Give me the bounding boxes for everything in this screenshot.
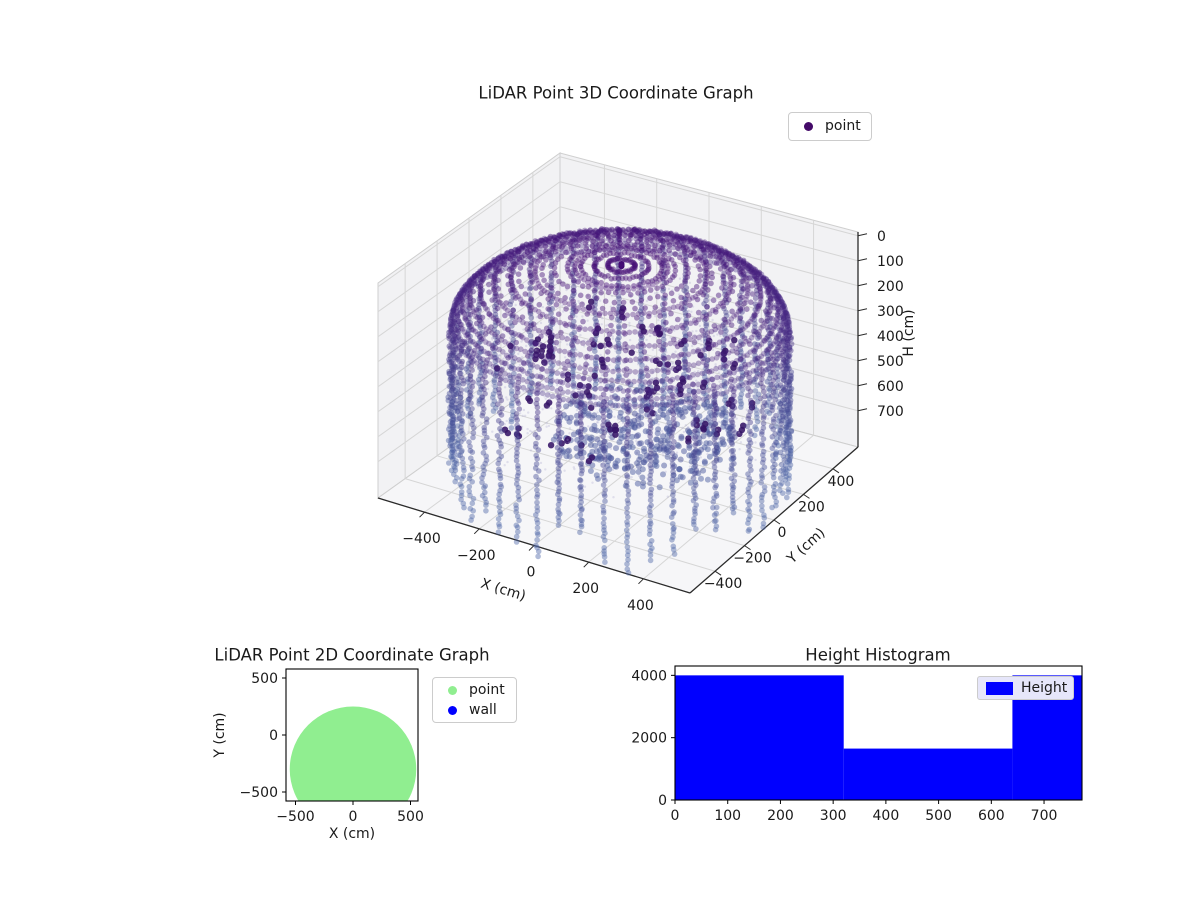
svg-text:700: 700	[877, 404, 904, 420]
plot3d-grid	[377, 156, 859, 580]
plot2d-legend: point wall	[432, 677, 517, 723]
svg-text:400: 400	[877, 329, 904, 345]
svg-text:−400: −400	[402, 531, 440, 547]
wall-marker-icon	[448, 705, 457, 715]
hist-title: Height Histogram	[805, 645, 951, 665]
svg-text:−200: −200	[457, 548, 495, 564]
svg-text:Y (cm): Y (cm)	[783, 525, 828, 568]
svg-text:0: 0	[877, 229, 886, 245]
svg-text:100: 100	[877, 254, 904, 270]
hist-spines	[674, 665, 1083, 801]
svg-text:400: 400	[828, 474, 855, 490]
legend-item-height: Height	[986, 679, 1068, 697]
svg-text:−200: −200	[733, 551, 771, 567]
legend-item-wall: wall	[442, 702, 506, 719]
legend-label-point: point	[469, 681, 505, 698]
legend-item-point: point	[798, 118, 861, 135]
svg-text:300: 300	[877, 304, 904, 320]
legend-item-point: point	[442, 682, 506, 699]
svg-text:400: 400	[627, 598, 654, 614]
hist-legend: Height	[977, 676, 1074, 700]
svg-text:200: 200	[798, 499, 825, 515]
point-marker-icon	[448, 685, 457, 695]
point-marker-icon	[804, 122, 813, 131]
svg-text:X (cm): X (cm)	[479, 576, 528, 605]
plot3d-legend: point	[788, 112, 872, 141]
legend-label-wall: wall	[469, 701, 497, 718]
svg-text:−400: −400	[704, 576, 742, 592]
svg-text:0: 0	[778, 525, 787, 541]
svg-text:200: 200	[877, 279, 904, 295]
legend-label-point: point	[825, 118, 861, 134]
plot2d-title: LiDAR Point 2D Coordinate Graph	[214, 645, 490, 665]
svg-text:0: 0	[527, 565, 536, 581]
svg-text:600: 600	[877, 379, 904, 395]
svg-text:H (cm): H (cm)	[901, 309, 917, 356]
hist-bar	[675, 675, 844, 800]
legend-label-height: Height	[1021, 679, 1068, 696]
plot3d-point-cloud	[445, 226, 795, 576]
hist-bar	[843, 748, 1013, 800]
height-swatch-icon	[986, 681, 1013, 695]
point-region-disc	[289, 706, 417, 801]
svg-text:200: 200	[572, 581, 599, 597]
plot3d-title: LiDAR Point 3D Coordinate Graph	[478, 83, 754, 103]
svg-text:500: 500	[877, 354, 904, 370]
